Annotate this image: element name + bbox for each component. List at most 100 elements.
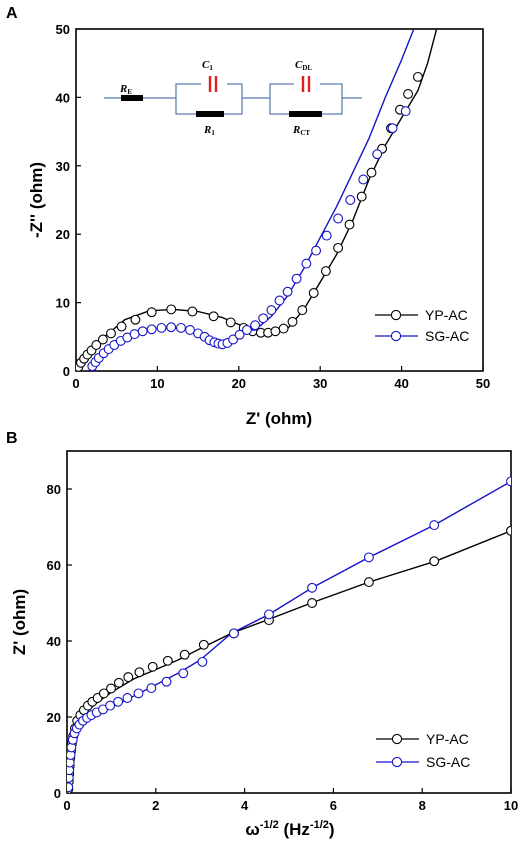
data-point-sg-ac bbox=[146, 683, 157, 694]
legend-b-sg-label: SG-AC bbox=[426, 754, 470, 770]
resistor-r1 bbox=[196, 111, 224, 117]
panel-a: A 0 10 20 30 40 50 0 10 20 30 40 50 Z' (ohm) -Z'' … bbox=[6, 5, 490, 428]
data-point-yp-ac bbox=[403, 89, 414, 99]
x-tick-label: 4 bbox=[241, 798, 249, 813]
data-point-yp-ac bbox=[166, 304, 177, 315]
data-point-sg-ac bbox=[176, 322, 186, 333]
panel-b-y-ticks: 0 20 40 60 80 bbox=[47, 482, 72, 801]
data-point-yp-ac bbox=[130, 314, 141, 325]
data-point-sg-ac bbox=[228, 628, 239, 639]
legend-a-sg-marker bbox=[390, 330, 402, 342]
panel-b-y-axis-label: Z' (ohm) bbox=[10, 589, 29, 655]
data-point-yp-ac bbox=[278, 323, 289, 334]
x-tick-label: 0 bbox=[72, 376, 79, 391]
x-tick-label: 10 bbox=[150, 376, 164, 391]
label-c1: C1 bbox=[202, 59, 213, 72]
data-point-sg-ac bbox=[105, 700, 116, 711]
data-point-sg-ac bbox=[185, 325, 195, 335]
data-point-sg-ac bbox=[250, 320, 261, 331]
x-tick-label: 50 bbox=[476, 376, 490, 391]
x-tick-label: 20 bbox=[232, 376, 246, 391]
x-tick-label: 6 bbox=[330, 798, 337, 813]
data-point-yp-ac bbox=[270, 326, 281, 337]
label-cdl: CDL bbox=[295, 59, 312, 72]
panel-a-y-axis-label: -Z'' (ohm) bbox=[27, 162, 46, 238]
series-yp-ac bbox=[76, 29, 438, 371]
data-point-sg-ac bbox=[178, 668, 189, 679]
equivalent-circuit-inset: RE C1 R1 CDL RCT bbox=[104, 59, 362, 137]
data-point-sg-ac bbox=[197, 656, 208, 667]
y-tick-label: 20 bbox=[47, 710, 61, 725]
data-point-sg-ac bbox=[129, 329, 140, 340]
panel-a-y-ticks: 0 10 20 30 40 50 bbox=[56, 22, 81, 379]
data-point-yp-ac bbox=[134, 667, 145, 678]
y-tick-label: 0 bbox=[63, 364, 70, 379]
panel-b-x-ticks: 0 2 4 6 8 10 bbox=[63, 788, 518, 813]
legend-a-yp-label: YP-AC bbox=[425, 307, 468, 323]
legend-b-yp-marker bbox=[391, 733, 403, 745]
legend-b-sg-marker bbox=[391, 756, 403, 768]
y-tick-label: 50 bbox=[56, 22, 70, 37]
data-point-yp-ac bbox=[506, 525, 511, 536]
data-point-sg-ac bbox=[345, 195, 356, 205]
data-point-sg-ac bbox=[400, 106, 411, 117]
data-point-yp-ac bbox=[179, 649, 190, 660]
data-point-yp-ac bbox=[97, 334, 108, 345]
x-tick-label: 40 bbox=[394, 376, 408, 391]
y-tick-label: 60 bbox=[47, 558, 61, 573]
data-point-yp-ac bbox=[297, 305, 308, 316]
data-point-sg-ac bbox=[266, 305, 277, 316]
panel-a-legend: YP-AC SG-AC bbox=[375, 307, 469, 344]
series-sg-ac bbox=[67, 476, 511, 793]
data-point-yp-ac bbox=[363, 577, 374, 588]
y-tick-label: 20 bbox=[56, 227, 70, 242]
label-re: RE bbox=[119, 83, 132, 96]
data-point-yp-ac bbox=[106, 683, 116, 694]
data-point-sg-ac bbox=[234, 329, 245, 340]
data-point-sg-ac bbox=[363, 552, 374, 563]
y-tick-label: 0 bbox=[54, 786, 61, 801]
y-tick-label: 80 bbox=[47, 482, 61, 497]
panel-b-plot-frame bbox=[66, 450, 512, 794]
data-point-yp-ac bbox=[91, 340, 102, 350]
data-point-sg-ac bbox=[372, 149, 383, 160]
data-point-sg-ac bbox=[258, 313, 269, 324]
data-point-sg-ac bbox=[264, 609, 274, 620]
data-point-sg-ac bbox=[301, 258, 312, 269]
data-point-yp-ac bbox=[187, 306, 198, 317]
legend-b-yp-label: YP-AC bbox=[426, 731, 469, 747]
data-point-sg-ac bbox=[122, 693, 133, 703]
legend-a-sg-label: SG-AC bbox=[425, 328, 469, 344]
x-tick-label: 0 bbox=[63, 798, 70, 813]
data-point-yp-ac bbox=[429, 556, 440, 567]
data-point-sg-ac bbox=[358, 174, 369, 185]
y-tick-label: 40 bbox=[47, 634, 61, 649]
x-tick-label: 8 bbox=[419, 798, 426, 813]
capacitor-cdl bbox=[294, 76, 320, 92]
data-point-yp-ac bbox=[162, 655, 173, 666]
data-point-sg-ac bbox=[241, 325, 252, 335]
data-point-yp-ac bbox=[344, 219, 355, 230]
panel-a-series bbox=[76, 29, 438, 371]
data-point-sg-ac bbox=[387, 123, 398, 134]
data-point-yp-ac bbox=[225, 317, 236, 328]
panel-a-plot-frame bbox=[75, 28, 484, 372]
resistor-rct bbox=[289, 111, 322, 117]
y-tick-label: 40 bbox=[56, 90, 70, 105]
series-sg-ac bbox=[87, 29, 415, 371]
data-point-sg-ac bbox=[228, 334, 239, 345]
data-point-sg-ac bbox=[133, 688, 144, 699]
panel-a-x-ticks: 0 10 20 30 40 50 bbox=[72, 366, 490, 391]
data-point-sg-ac bbox=[311, 245, 322, 256]
data-point-sg-ac bbox=[137, 326, 148, 337]
data-point-yp-ac bbox=[208, 311, 219, 322]
data-point-yp-ac bbox=[287, 316, 298, 327]
data-point-yp-ac bbox=[123, 672, 134, 683]
data-point-yp-ac bbox=[106, 328, 116, 339]
panel-b-legend: YP-AC SG-AC bbox=[376, 731, 470, 770]
data-point-yp-ac bbox=[356, 191, 367, 202]
data-point-sg-ac bbox=[506, 476, 511, 487]
data-point-yp-ac bbox=[113, 677, 124, 688]
data-point-sg-ac bbox=[146, 324, 157, 335]
